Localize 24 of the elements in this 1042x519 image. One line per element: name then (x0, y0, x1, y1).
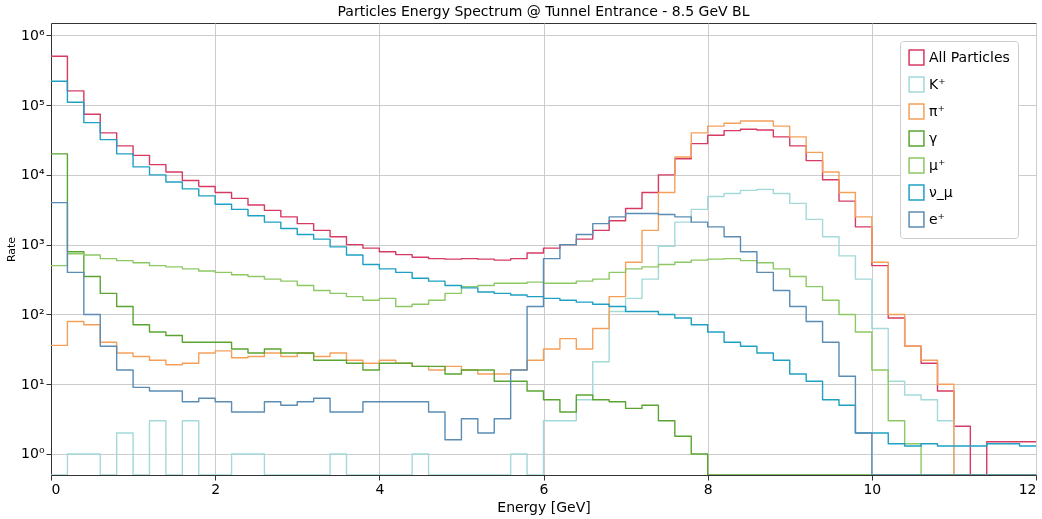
y-tick-label: 10¹ (21, 375, 45, 392)
y-tick-label: 10⁶ (21, 26, 45, 43)
x-tick-label: 12 (1018, 480, 1037, 497)
x-tick-label: 8 (703, 480, 713, 497)
legend-label: ν_μ (929, 183, 953, 200)
y-axis-title: Rate (5, 236, 19, 263)
y-tick-label: 10² (21, 305, 45, 322)
x-tick-label: 10 (863, 480, 882, 497)
legend-label: μ⁺ (929, 156, 946, 173)
legend-label: π⁺ (929, 102, 945, 119)
legend-label: e⁺ (929, 210, 946, 227)
x-tick-label: 2 (211, 480, 221, 497)
y-tick-label: 10⁵ (21, 96, 45, 113)
y-tick-label: 10⁴ (21, 166, 45, 183)
y-tick-label: 10⁰ (21, 445, 45, 462)
x-tick-label: 0 (51, 480, 61, 497)
x-axis-title: Energy [GeV] (497, 498, 591, 515)
legend-label: γ (929, 129, 938, 146)
x-tick-label: 6 (539, 480, 549, 497)
legend-label: K⁺ (929, 75, 946, 92)
chart-title: Particles Energy Spectrum @ Tunnel Entrance - 8.5 GeV BL (337, 3, 750, 19)
y-tick-label: 10³ (21, 236, 45, 253)
x-tick-label: 4 (375, 480, 385, 497)
legend-label: All Particles (929, 48, 1010, 65)
